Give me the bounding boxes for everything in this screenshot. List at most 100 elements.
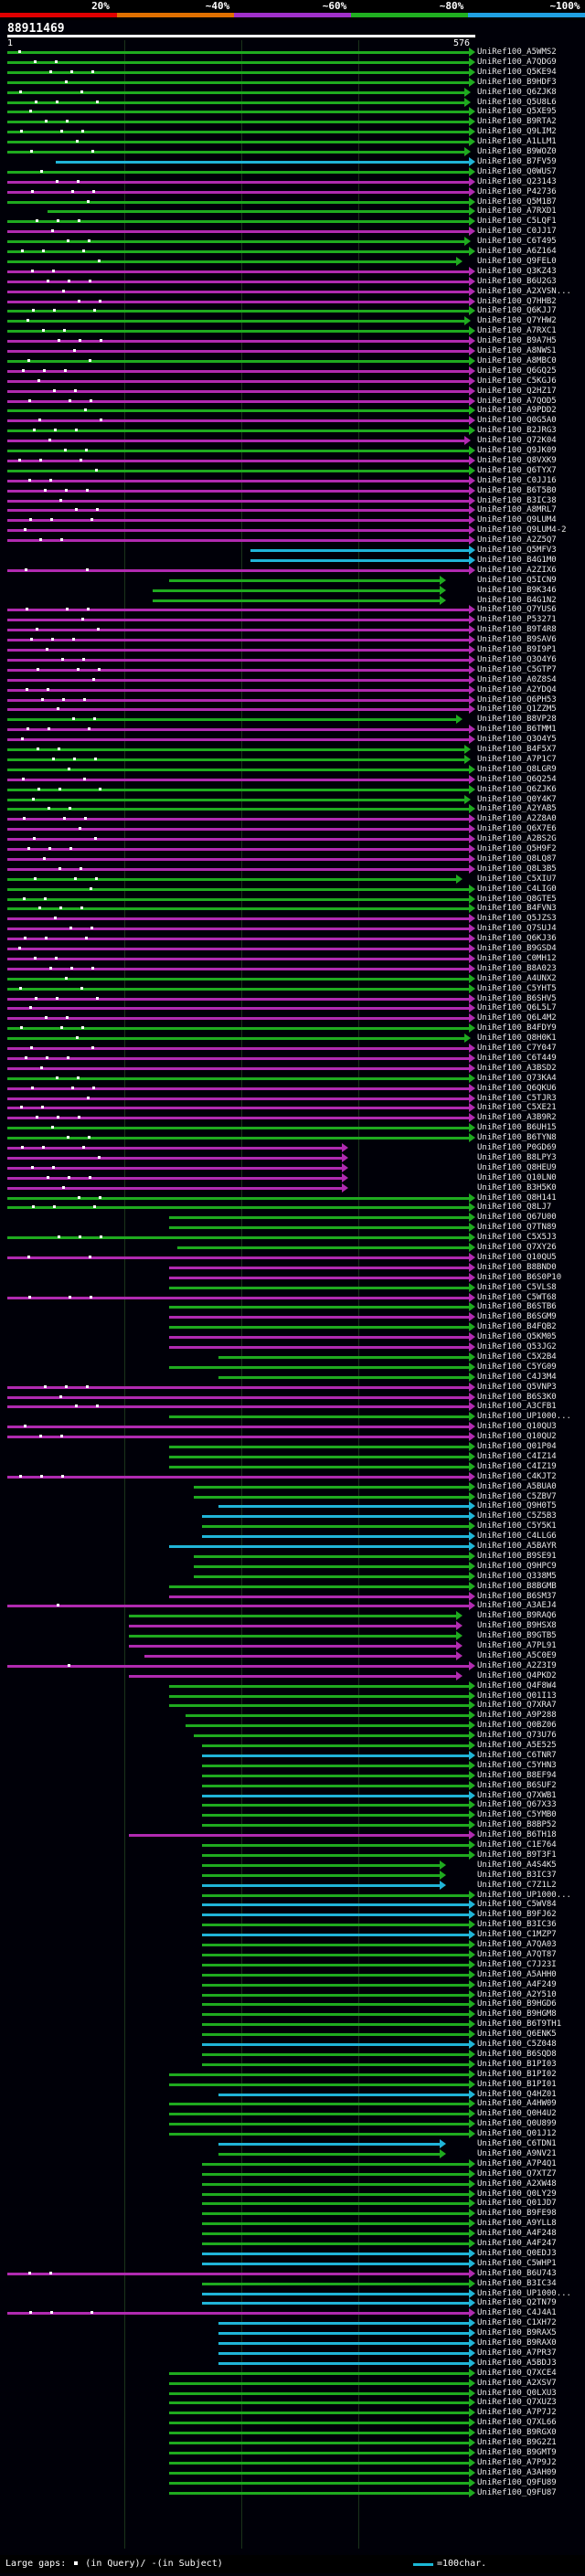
hit-alignment-bar[interactable] [186, 1714, 470, 1718]
hit-alignment-bar[interactable] [218, 2093, 470, 2096]
hit-link[interactable]: UniRef100_Q7XRA7 [477, 1701, 557, 1711]
hit-link[interactable]: UniRef100_C4KJT2 [477, 1471, 557, 1481]
hit-link[interactable]: UniRef100_Q7XL66 [477, 2418, 557, 2428]
hit-alignment-bar[interactable] [7, 1605, 470, 1608]
hit-alignment-bar[interactable] [218, 1355, 470, 1359]
hit-link[interactable]: UniRef100_A7PR37 [477, 2348, 557, 2358]
hit-alignment-bar[interactable] [169, 1585, 470, 1588]
hit-link[interactable]: UniRef100_C5YHT5 [477, 983, 557, 993]
hit-link[interactable]: UniRef100_B9RAQ6 [477, 1611, 557, 1621]
hit-alignment-bar[interactable] [7, 1056, 470, 1060]
hit-alignment-bar[interactable] [7, 1027, 470, 1031]
hit-alignment-bar[interactable] [128, 1674, 457, 1678]
hit-link[interactable]: UniRef100_A7P7J2 [477, 2408, 557, 2418]
hit-link[interactable]: UniRef100_B9I9P1 [477, 645, 557, 654]
hit-link[interactable]: UniRef100_Q73KA4 [477, 1073, 557, 1083]
hit-link[interactable]: UniRef100_B7FV59 [477, 156, 557, 166]
hit-alignment-bar[interactable] [7, 459, 470, 462]
hit-link[interactable]: UniRef100_C5XE21 [477, 1103, 557, 1113]
hit-link[interactable]: UniRef100_B3H5K0 [477, 1182, 557, 1193]
hit-link[interactable]: UniRef100_B9RTA2 [477, 117, 557, 127]
hit-link[interactable]: UniRef100_Q9LIM2 [477, 127, 557, 137]
hit-alignment-bar[interactable] [7, 698, 470, 702]
hit-alignment-bar[interactable] [7, 987, 470, 991]
hit-link[interactable]: UniRef100_A3CFB1 [477, 1402, 557, 1412]
hit-alignment-bar[interactable] [7, 1186, 344, 1190]
hit-alignment-bar[interactable] [7, 1236, 470, 1240]
hit-link[interactable]: UniRef100_Q5U8L6 [477, 97, 557, 107]
hit-link[interactable]: UniRef100_Q0EDJ3 [477, 2248, 557, 2258]
hit-link[interactable]: UniRef100_Q0Y4K7 [477, 794, 557, 804]
hit-link[interactable]: UniRef100_C7Z1L2 [477, 1880, 557, 1890]
hit-link[interactable]: UniRef100_C7J23I [477, 1959, 557, 1969]
hit-alignment-bar[interactable] [7, 51, 470, 54]
hit-link[interactable]: UniRef100_Q6ZJK6 [477, 784, 557, 794]
hit-link[interactable]: UniRef100_Q8H0K1 [477, 1034, 557, 1044]
hit-link[interactable]: UniRef100_A1LLM1 [477, 137, 557, 147]
hit-link[interactable]: UniRef100_B6SUF2 [477, 1780, 557, 1790]
hit-link[interactable]: UniRef100_Q2TN79 [477, 2298, 557, 2308]
hit-alignment-bar[interactable] [177, 1246, 470, 1249]
hit-alignment-bar[interactable] [7, 1037, 465, 1041]
hit-link[interactable]: UniRef100_A3B9R2 [477, 1113, 557, 1123]
hit-link[interactable]: UniRef100_B3IC36 [477, 1920, 557, 1930]
hit-alignment-bar[interactable] [7, 1047, 470, 1050]
hit-link[interactable]: UniRef100_Q0G5A0 [477, 416, 557, 426]
hit-link[interactable]: UniRef100_B1PI02 [477, 2069, 557, 2079]
hit-alignment-bar[interactable] [7, 379, 470, 383]
hit-alignment-bar[interactable] [7, 938, 470, 941]
hit-alignment-bar[interactable] [169, 1684, 470, 1688]
hit-link[interactable]: UniRef100_A2XSV7 [477, 2378, 557, 2388]
hit-link[interactable]: UniRef100_B9RAX5 [477, 2328, 557, 2338]
hit-link[interactable]: UniRef100_UP1000... [477, 1412, 571, 1422]
hit-link[interactable]: UniRef100_B8BP52 [477, 1820, 557, 1830]
hit-alignment-bar[interactable] [7, 90, 465, 94]
hit-alignment-bar[interactable] [218, 2152, 441, 2156]
hit-link[interactable]: UniRef100_Q5JZS3 [477, 914, 557, 924]
hit-link[interactable]: UniRef100_Q6L5L7 [477, 1003, 557, 1013]
hit-link[interactable]: UniRef100_Q7SUJ4 [477, 924, 557, 934]
hit-link[interactable]: UniRef100_A9PDD2 [477, 406, 557, 416]
hit-link[interactable]: UniRef100_C4J3M4 [477, 1372, 557, 1382]
hit-link[interactable]: UniRef100_B6U743 [477, 2268, 557, 2278]
hit-link[interactable]: UniRef100_C1XH72 [477, 2318, 557, 2328]
hit-alignment-bar[interactable] [201, 1983, 470, 1987]
hit-link[interactable]: UniRef100_A2YDQ4 [477, 684, 557, 694]
hit-link[interactable]: UniRef100_Q6TYX7 [477, 465, 557, 475]
hit-link[interactable]: UniRef100_A5BUA0 [477, 1481, 557, 1491]
hit-link[interactable]: UniRef100_Q0U899 [477, 2119, 557, 2129]
hit-link[interactable]: UniRef100_A5AHH0 [477, 1969, 557, 1979]
hit-alignment-bar[interactable] [169, 578, 441, 582]
hit-alignment-bar[interactable] [7, 509, 470, 513]
hit-alignment-bar[interactable] [250, 558, 470, 562]
hit-link[interactable]: UniRef100_B2JRG3 [477, 426, 557, 436]
hit-link[interactable]: UniRef100_B4FQB2 [477, 1322, 557, 1332]
hit-alignment-bar[interactable] [218, 1505, 470, 1509]
hit-link[interactable]: UniRef100_A7RXC1 [477, 326, 557, 336]
hit-alignment-bar[interactable] [169, 1346, 470, 1349]
hit-alignment-bar[interactable] [186, 1724, 470, 1728]
hit-alignment-bar[interactable] [193, 1734, 470, 1738]
hit-link[interactable]: UniRef100_Q5XE95 [477, 107, 557, 117]
hit-link[interactable]: UniRef100_C6T449 [477, 1053, 557, 1063]
hit-link[interactable]: UniRef100_Q5KM05 [477, 1332, 557, 1342]
hit-alignment-bar[interactable] [7, 111, 470, 114]
hit-alignment-bar[interactable] [201, 2232, 470, 2236]
hit-link[interactable]: UniRef100_P53271 [477, 615, 557, 625]
hit-alignment-bar[interactable] [7, 340, 470, 344]
hit-alignment-bar[interactable] [201, 1844, 470, 1847]
hit-alignment-bar[interactable] [7, 180, 470, 184]
hit-alignment-bar[interactable] [7, 1137, 470, 1140]
hit-link[interactable]: UniRef100_Q9LUM4 [477, 515, 557, 525]
hit-alignment-bar[interactable] [169, 1286, 470, 1289]
hit-alignment-bar[interactable] [169, 1336, 470, 1340]
hit-alignment-bar[interactable] [7, 1087, 470, 1090]
hit-alignment-bar[interactable] [7, 848, 470, 851]
hit-link[interactable]: UniRef100_A3AH09 [477, 2467, 557, 2477]
hit-alignment-bar[interactable] [193, 1485, 470, 1489]
hit-link[interactable]: UniRef100_Q5VNP3 [477, 1382, 557, 1392]
hit-link[interactable]: UniRef100_B9HGM8 [477, 2009, 557, 2019]
hit-alignment-bar[interactable] [7, 359, 470, 363]
hit-link[interactable]: UniRef100_C5Y5K1 [477, 1521, 557, 1532]
hit-link[interactable]: UniRef100_Q7YHW2 [477, 316, 557, 326]
